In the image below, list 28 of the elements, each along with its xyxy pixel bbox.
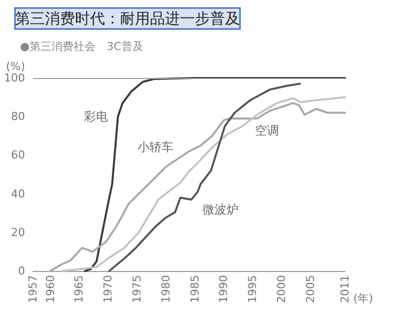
y-tick-label: 80	[11, 110, 25, 124]
y-tick-label: 60	[11, 148, 25, 162]
x-axis-title: (年)	[353, 292, 373, 305]
series-label: 微波炉	[202, 202, 238, 217]
x-tick-label: 1957	[26, 275, 40, 303]
x-tick-label: 2011	[338, 275, 352, 303]
x-tick-label: 1960	[44, 275, 57, 303]
series-label: 小轿车	[137, 140, 174, 154]
line-series	[84, 77, 346, 272]
x-tick-label: 2005	[304, 275, 317, 303]
y-tick-label: 0	[18, 264, 25, 278]
y-tick-label: 40	[11, 187, 25, 200]
chart-subtitle: ●第三消费社会 3C普及	[20, 40, 144, 53]
x-tick-label: 1965	[72, 275, 86, 303]
y-axis-title: (%)	[6, 60, 25, 73]
x-tick-label: 1970	[102, 275, 115, 303]
x-tick-label: 1985	[188, 275, 202, 303]
chart-title: 第三消费时代：耐用品进一步普及	[15, 10, 240, 28]
x-tick-label: 2000	[274, 275, 288, 303]
series-label: 空调	[255, 124, 280, 138]
x-tick-label: 1975	[130, 275, 144, 303]
y-tick-label: 20	[11, 226, 25, 239]
series-label: 彩电	[84, 110, 108, 124]
x-tick-label: 1995	[246, 275, 260, 303]
line-series	[108, 82, 301, 272]
x-tick-label: 1990	[217, 275, 230, 303]
x-tick-label: 1980	[159, 275, 172, 303]
y-tick-label: 100	[4, 72, 25, 84]
